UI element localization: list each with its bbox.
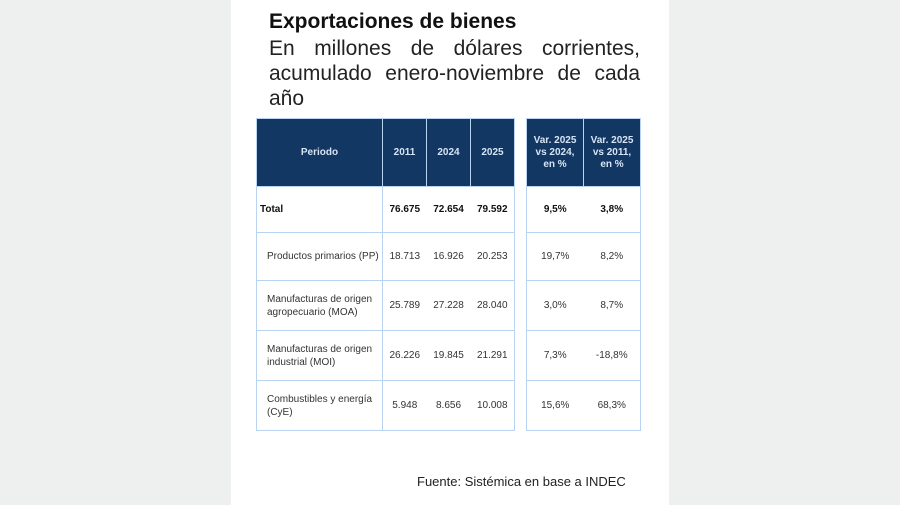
header-var-2011: Var. 2025 vs 2011, en % xyxy=(583,118,641,187)
exports-values-table: Periodo 2011 2024 2025 Total 76.675 72.6… xyxy=(256,118,515,431)
header-2011: 2011 xyxy=(382,118,427,187)
value-2024: 72.654 xyxy=(426,186,471,233)
page-subtitle: En millones de dólares corrientes, acumu… xyxy=(269,37,640,110)
var-2024: 19,7% xyxy=(526,232,584,281)
value-2024: 16.926 xyxy=(426,232,471,281)
var-2024: 3,0% xyxy=(526,280,584,331)
value-2024: 8.656 xyxy=(426,380,471,431)
row-label: Total xyxy=(256,186,383,233)
row-label: Manufacturas de origen agropecuario (MOA… xyxy=(256,280,383,331)
value-2025: 28.040 xyxy=(470,280,515,331)
page-title: Exportaciones de bienes xyxy=(269,10,517,33)
value-2025: 20.253 xyxy=(470,232,515,281)
var-2011: 8,7% xyxy=(583,280,641,331)
table-row: Combustibles y energía (CyE) 5.948 8.656… xyxy=(256,380,515,431)
value-2011: 25.789 xyxy=(382,280,427,331)
header-2024: 2024 xyxy=(426,118,471,187)
row-label: Combustibles y energía (CyE) xyxy=(256,380,383,431)
value-2024: 19.845 xyxy=(426,330,471,381)
table-row: 15,6% 68,3% xyxy=(526,380,641,431)
row-label: Manufacturas de origen industrial (MOI) xyxy=(256,330,383,381)
value-2011: 26.226 xyxy=(382,330,427,381)
value-2025: 79.592 xyxy=(470,186,515,233)
row-label: Productos primarios (PP) xyxy=(256,232,383,281)
var-2011: 68,3% xyxy=(583,380,641,431)
var-2024: 15,6% xyxy=(526,380,584,431)
var-2011: 8,2% xyxy=(583,232,641,281)
table-row-total: 9,5% 3,8% xyxy=(526,186,641,233)
header-var-2024: Var. 2025 vs 2024, en % xyxy=(526,118,584,187)
value-2025: 10.008 xyxy=(470,380,515,431)
value-2024: 27.228 xyxy=(426,280,471,331)
exports-variation-table: Var. 2025 vs 2024, en % Var. 2025 vs 201… xyxy=(526,118,641,431)
table-row: Manufacturas de origen agropecuario (MOA… xyxy=(256,280,515,331)
table-row: Productos primarios (PP) 18.713 16.926 2… xyxy=(256,232,515,281)
var-2024: 9,5% xyxy=(526,186,584,233)
table-row: 19,7% 8,2% xyxy=(526,232,641,281)
var-2011: 3,8% xyxy=(583,186,641,233)
table-row-total: Total 76.675 72.654 79.592 xyxy=(256,186,515,233)
table-row: 3,0% 8,7% xyxy=(526,280,641,331)
value-2011: 5.948 xyxy=(382,380,427,431)
header-2025: 2025 xyxy=(470,118,515,187)
table-header-row: Periodo 2011 2024 2025 xyxy=(256,118,515,187)
table-row: 7,3% -18,8% xyxy=(526,330,641,381)
var-2011: -18,8% xyxy=(583,330,641,381)
table-header-row: Var. 2025 vs 2024, en % Var. 2025 vs 201… xyxy=(526,118,641,187)
value-2011: 76.675 xyxy=(382,186,427,233)
source-note: Fuente: Sistémica en base a INDEC xyxy=(417,474,626,489)
header-periodo: Periodo xyxy=(256,118,383,187)
value-2011: 18.713 xyxy=(382,232,427,281)
table-row: Manufacturas de origen industrial (MOI) … xyxy=(256,330,515,381)
var-2024: 7,3% xyxy=(526,330,584,381)
value-2025: 21.291 xyxy=(470,330,515,381)
